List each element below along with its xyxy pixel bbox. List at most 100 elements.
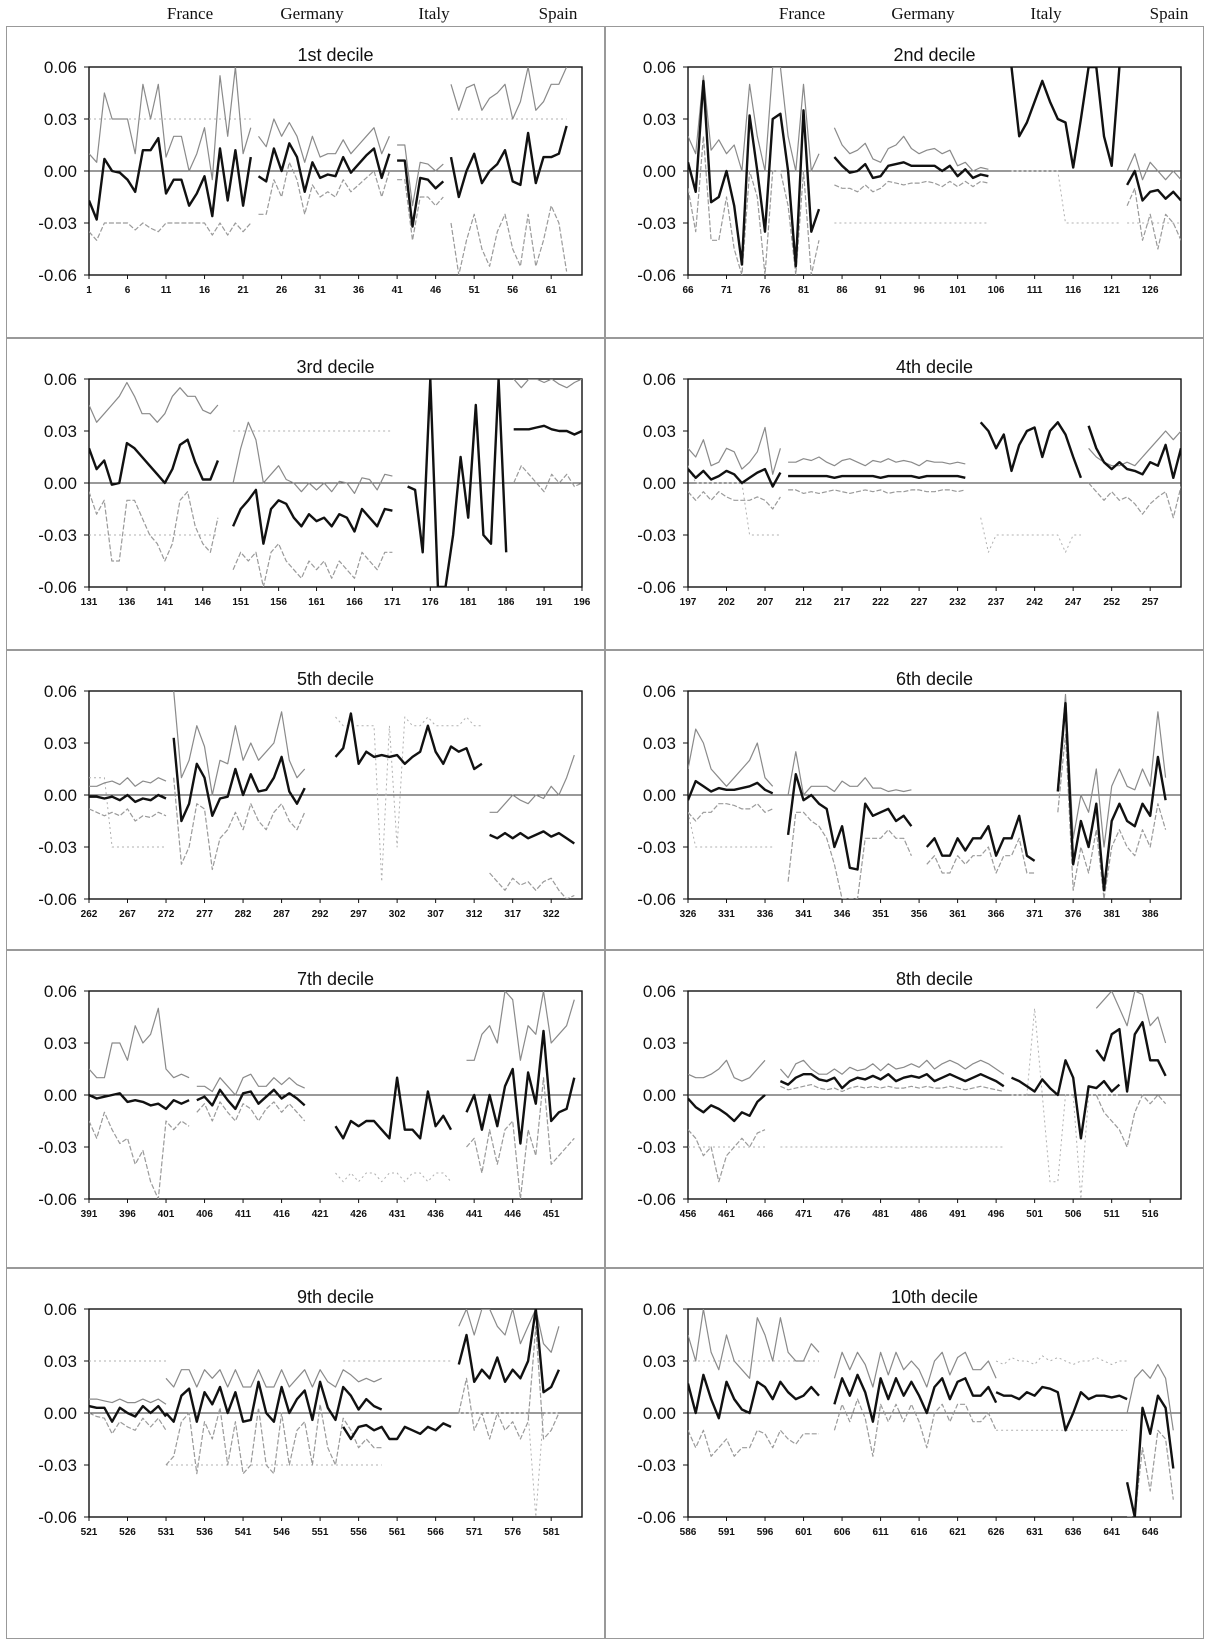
series-line-lower-band	[450, 205, 568, 275]
series-line-reference	[335, 716, 482, 883]
series-line-upper-band	[89, 1398, 167, 1405]
series-line-lower-band	[466, 1077, 575, 1199]
y-tick-label: 0.03	[643, 422, 676, 441]
y-tick-label: -0.06	[38, 1508, 77, 1527]
x-tick-label: 1	[86, 285, 92, 296]
series-line-upper-band	[779, 1059, 1005, 1079]
series-line-lower-band	[89, 1111, 190, 1199]
y-tick-label: -0.03	[38, 214, 77, 233]
y-tick-label: 0.06	[643, 1300, 676, 1319]
series-group	[688, 991, 1167, 1199]
x-tick-label: 616	[911, 1527, 928, 1538]
series-line-estimate	[688, 1094, 766, 1123]
x-tick-label: 441	[466, 1209, 483, 1220]
series-line-estimate	[833, 1373, 998, 1423]
series-line-estimate	[489, 830, 575, 845]
y-tick-label: -0.06	[637, 578, 676, 597]
x-tick-label: 596	[757, 1527, 774, 1538]
x-tick-label: 341	[795, 909, 812, 920]
x-tick-label: 391	[81, 1209, 98, 1220]
series-line-lower-band	[1127, 1429, 1174, 1517]
decile-chart-svg: 5th decile 0.06 0.03 0.00 -0.03 -0.06 262 267 27…	[38, 669, 583, 920]
decile-chart-svg: 9th decile 0.06 0.03 0.00 -0.03 -0.06 521 526 53…	[38, 1287, 583, 1538]
series-line-lower-band	[1088, 482, 1181, 519]
chart-title: 6th decile	[896, 669, 973, 689]
series-line-reference	[1011, 170, 1120, 224]
y-tick-label: -0.03	[38, 526, 77, 545]
x-tick-label: 91	[875, 285, 887, 296]
series-line-lower-band	[834, 180, 989, 193]
y-tick-label: 0.00	[643, 786, 676, 805]
x-tick-label: 511	[1104, 1209, 1121, 1220]
series-line-upper-band	[688, 67, 820, 172]
y-tick-label: 0.06	[44, 1300, 77, 1319]
x-tick-label: 351	[872, 909, 889, 920]
x-tick-label: 586	[680, 1527, 697, 1538]
series-line-estimate	[1087, 425, 1181, 480]
x-tick-label: 111	[1027, 285, 1043, 296]
x-tick-label: 431	[389, 1209, 406, 1220]
x-tick-label: 361	[949, 909, 966, 920]
x-tick-label: 416	[273, 1209, 290, 1220]
series-line-reference	[335, 1172, 452, 1183]
y-tick-label: -0.03	[637, 1456, 676, 1475]
series-line-estimate	[465, 1029, 576, 1145]
x-tick-label: 576	[504, 1527, 521, 1538]
series-line-estimate	[788, 474, 966, 480]
x-tick-label: 486	[911, 1209, 928, 1220]
series-line-lower-band	[688, 1129, 766, 1183]
x-tick-label: 641	[1103, 1527, 1120, 1538]
x-tick-label: 71	[721, 285, 733, 296]
y-tick-label: 0.06	[643, 982, 676, 1001]
series-line-upper-band	[89, 777, 167, 787]
x-tick-label: 247	[1065, 597, 1082, 608]
x-tick-label: 141	[157, 597, 174, 608]
series-line-estimate	[397, 159, 445, 228]
series-line-estimate	[995, 1385, 1128, 1432]
series-line-estimate	[1011, 1059, 1121, 1140]
x-tick-label: 81	[798, 285, 810, 296]
country-label-italy: Italy	[418, 4, 450, 23]
y-tick-label: 0.06	[44, 58, 77, 77]
x-tick-label: 386	[1142, 909, 1159, 920]
series-line-lower-band	[258, 161, 390, 215]
country-header-left: France Germany Italy Spain	[0, 2, 590, 30]
series-line-lower-band	[232, 543, 393, 587]
y-tick-label: 0.03	[643, 1352, 676, 1371]
x-tick-label: 611	[873, 1527, 890, 1538]
x-tick-label: 242	[1026, 597, 1043, 608]
series-line-lower-band	[833, 1398, 997, 1457]
decile-chart-svg: 6th decile 0.06 0.03 0.00 -0.03 -0.06 326 331 33…	[637, 669, 1182, 920]
x-tick-label: 6	[125, 285, 131, 296]
series-line-lower-band	[489, 872, 575, 899]
series-line-estimate	[449, 125, 568, 199]
chart-title: 8th decile	[896, 969, 973, 989]
panel-decile-3: 3rd decile 0.06 0.03 0.00 -0.03 -0.06 131 136 14…	[6, 338, 605, 650]
series-group	[89, 1309, 560, 1517]
series-line-estimate	[513, 424, 582, 436]
country-label-germany: Germany	[891, 4, 955, 23]
x-tick-label: 262	[81, 909, 98, 920]
x-tick-label: 191	[536, 597, 553, 608]
panel-decile-2: 2nd decile 0.06 0.03 0.00 -0.03 -0.06 66 71 76 81…	[605, 26, 1204, 338]
chart-title: 5th decile	[297, 669, 374, 689]
series-line-lower-band	[513, 465, 582, 493]
x-tick-label: 376	[1065, 909, 1082, 920]
series-line-lower-band	[89, 222, 252, 241]
x-tick-label: 96	[914, 285, 926, 296]
x-tick-label: 272	[158, 909, 175, 920]
x-tick-label: 126	[1142, 285, 1159, 296]
series-line-reference	[688, 465, 781, 536]
x-tick-label: 491	[949, 1209, 966, 1220]
x-tick-label: 466	[757, 1209, 774, 1220]
x-tick-label: 101	[949, 285, 966, 296]
y-tick-label: 0.00	[643, 1404, 676, 1423]
series-line-estimate	[196, 1088, 306, 1111]
y-tick-label: 0.03	[44, 422, 77, 441]
y-tick-label: -0.03	[637, 838, 676, 857]
x-tick-label: 307	[427, 909, 444, 920]
series-line-lower-band	[458, 1325, 560, 1440]
x-tick-label: 282	[235, 909, 252, 920]
series-line-estimate	[1126, 169, 1181, 202]
y-tick-label: 0.06	[44, 982, 77, 1001]
